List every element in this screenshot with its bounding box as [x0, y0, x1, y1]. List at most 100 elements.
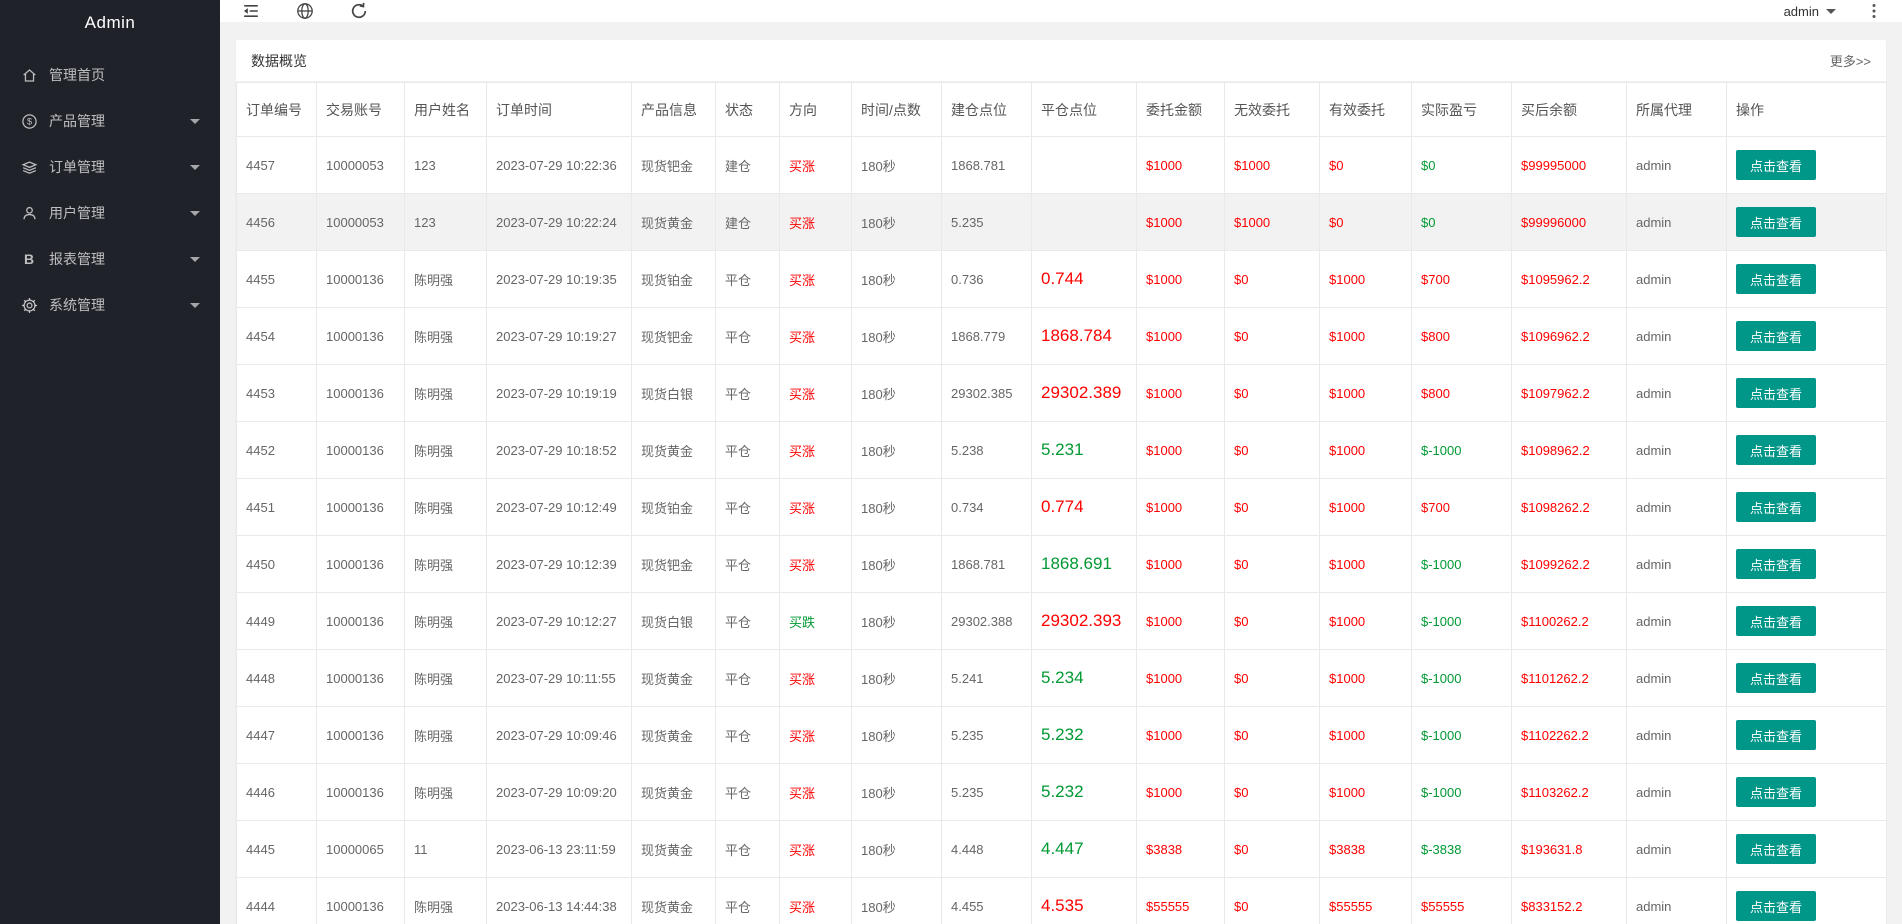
cell-username: 123 — [404, 193, 487, 251]
cell-product: 现货黄金 — [631, 649, 716, 707]
column-header: 订单时间 — [486, 82, 632, 137]
cell-balance: $1100262.2 — [1511, 592, 1627, 650]
cell-invalid: $0 — [1224, 421, 1320, 479]
table-row: 4449 10000136 陈明强 2023-07-29 10:12:27 现货白银 平仓… — [236, 592, 1887, 650]
cell-close_point: 5.232 — [1031, 706, 1137, 764]
cell-status: 平仓 — [715, 706, 780, 764]
column-header: 状态 — [715, 82, 780, 137]
cell-product: 现货钯金 — [631, 535, 716, 593]
table-row: 4452 10000136 陈明强 2023-07-29 10:18:52 现货黄金 平仓… — [236, 421, 1887, 479]
cell-agent: admin — [1626, 592, 1727, 650]
cell-open_point: 29302.388 — [941, 592, 1032, 650]
cell-account: 10000136 — [316, 592, 405, 650]
view-button[interactable]: 点击查看 — [1736, 150, 1817, 180]
sidebar-item-orders[interactable]: 订单管理 — [0, 144, 220, 190]
cell-agent: admin — [1626, 478, 1727, 536]
cell-status: 平仓 — [715, 592, 780, 650]
cell-close_point: 29302.389 — [1031, 364, 1137, 422]
chevron-down-icon — [190, 210, 200, 216]
cell-invalid: $1000 — [1224, 193, 1320, 251]
cell-duration: 180秒 — [851, 364, 942, 422]
cell-profit: $-1000 — [1411, 592, 1512, 650]
cell-agent: admin — [1626, 706, 1727, 764]
cell-balance: $833152.2 — [1511, 877, 1627, 924]
view-button[interactable]: 点击查看 — [1736, 891, 1817, 921]
cell-valid: $0 — [1319, 136, 1412, 194]
cell-product: 现货黄金 — [631, 193, 716, 251]
cell-close_point: 5.232 — [1031, 763, 1137, 821]
more-menu-icon[interactable] — [1866, 2, 1882, 20]
cell-duration: 180秒 — [851, 592, 942, 650]
cell-time: 2023-07-29 10:12:39 — [486, 535, 632, 593]
cell-order_no: 4452 — [236, 421, 317, 479]
cell-product: 现货黄金 — [631, 421, 716, 479]
cell-duration: 180秒 — [851, 421, 942, 479]
cell-open_point: 1868.781 — [941, 136, 1032, 194]
view-button[interactable]: 点击查看 — [1736, 777, 1817, 807]
cell-agent: admin — [1626, 136, 1727, 194]
cell-time: 2023-07-29 10:19:35 — [486, 250, 632, 308]
cell-account: 10000136 — [316, 250, 405, 308]
cell-account: 10000053 — [316, 136, 405, 194]
cell-close_point: 29302.393 — [1031, 592, 1137, 650]
sidebar-item-settings[interactable]: 系统管理 — [0, 282, 220, 328]
layers-icon — [20, 158, 38, 176]
cell-profit: $0 — [1411, 193, 1512, 251]
sidebar-item-users[interactable]: 用户管理 — [0, 190, 220, 236]
cell-valid: $55555 — [1319, 877, 1412, 924]
refresh-icon[interactable] — [348, 0, 370, 22]
cell-action: 点击查看 — [1726, 649, 1887, 707]
view-button[interactable]: 点击查看 — [1736, 834, 1817, 864]
cell-amount: $1000 — [1136, 364, 1225, 422]
table-row: 4447 10000136 陈明强 2023-07-29 10:09:46 现货黄金 平仓… — [236, 706, 1887, 764]
cell-product: 现货白银 — [631, 592, 716, 650]
column-header: 操作 — [1726, 82, 1887, 137]
cell-invalid: $0 — [1224, 763, 1320, 821]
cell-status: 平仓 — [715, 421, 780, 479]
cell-amount: $1000 — [1136, 421, 1225, 479]
cell-direction: 买涨 — [779, 193, 852, 251]
chevron-down-icon — [190, 302, 200, 308]
view-button[interactable]: 点击查看 — [1736, 492, 1817, 522]
cell-valid: $1000 — [1319, 763, 1412, 821]
view-button[interactable]: 点击查看 — [1736, 378, 1817, 408]
cell-profit: $-1000 — [1411, 649, 1512, 707]
view-button[interactable]: 点击查看 — [1736, 663, 1817, 693]
chevron-down-icon — [190, 164, 200, 170]
user-icon — [20, 204, 38, 222]
cell-close_point — [1031, 136, 1137, 194]
cell-status: 平仓 — [715, 307, 780, 365]
sidebar-item-product[interactable]: $ 产品管理 — [0, 98, 220, 144]
cell-order_no: 4449 — [236, 592, 317, 650]
cell-username: 陈明强 — [404, 706, 487, 764]
sidebar-item-reports[interactable]: B 报表管理 — [0, 236, 220, 282]
view-button[interactable]: 点击查看 — [1736, 720, 1817, 750]
collapse-sidebar-icon[interactable] — [240, 0, 262, 22]
cell-open_point: 0.734 — [941, 478, 1032, 536]
cell-agent: admin — [1626, 364, 1727, 422]
cell-time: 2023-07-29 10:19:27 — [486, 307, 632, 365]
more-link[interactable]: 更多>> — [1829, 54, 1871, 69]
view-button[interactable]: 点击查看 — [1736, 606, 1817, 636]
cell-invalid: $0 — [1224, 706, 1320, 764]
cell-action: 点击查看 — [1726, 763, 1887, 821]
cell-balance: $1098262.2 — [1511, 478, 1627, 536]
column-header: 用户姓名 — [404, 82, 487, 137]
cell-action: 点击查看 — [1726, 535, 1887, 593]
view-button[interactable]: 点击查看 — [1736, 435, 1817, 465]
cell-valid: $3838 — [1319, 820, 1412, 878]
cell-invalid: $0 — [1224, 250, 1320, 308]
cell-valid: $1000 — [1319, 706, 1412, 764]
view-button[interactable]: 点击查看 — [1736, 321, 1817, 351]
user-menu[interactable]: admin — [1784, 4, 1836, 19]
cell-username: 11 — [404, 820, 487, 878]
view-button[interactable]: 点击查看 — [1736, 549, 1817, 579]
globe-icon[interactable] — [294, 0, 316, 22]
view-button[interactable]: 点击查看 — [1736, 264, 1817, 294]
cell-status: 平仓 — [715, 535, 780, 593]
view-button[interactable]: 点击查看 — [1736, 207, 1817, 237]
cell-agent: admin — [1626, 649, 1727, 707]
cell-order_no: 4448 — [236, 649, 317, 707]
sidebar-item-home[interactable]: 管理首页 — [0, 52, 220, 98]
cell-agent: admin — [1626, 877, 1727, 924]
